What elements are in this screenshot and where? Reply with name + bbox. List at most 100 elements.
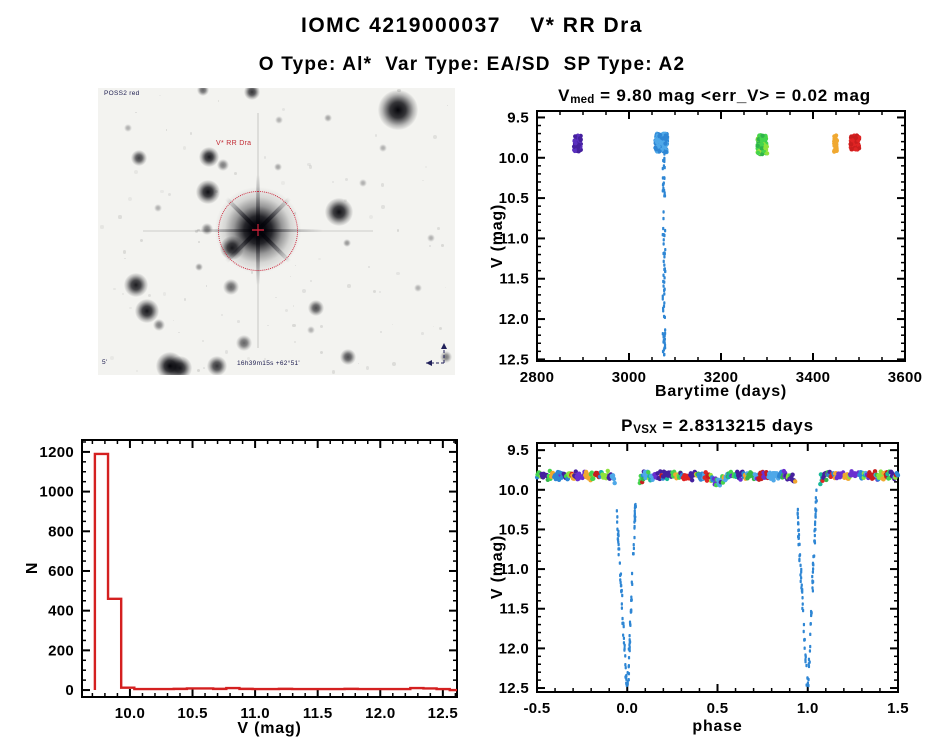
svg-text:11.0: 11.0 — [499, 561, 529, 578]
field-star — [308, 300, 324, 316]
svg-text:11.0: 11.0 — [499, 230, 529, 247]
field-star — [307, 326, 315, 334]
lightcurve-title: Vmed = 9.80 mag <err_V> = 0.02 mag — [510, 86, 919, 106]
sky-noise-speck — [285, 309, 288, 312]
field-star — [236, 335, 252, 351]
sky-noise-speck — [294, 265, 296, 267]
sky-noise-speck — [234, 172, 238, 175]
sky-noise-speck — [392, 362, 396, 367]
lightcurve-xlabel: Barytime (days) — [654, 383, 788, 400]
page-title: IOMC 4219000037 V* RR Dra — [301, 14, 643, 37]
lightcurve-chart: Vmed = 9.80 mag <err_V> = 0.02 mag 2800 3… — [480, 86, 944, 414]
field-star — [343, 239, 351, 247]
sky-noise-speck — [308, 165, 313, 169]
svg-text:12.0: 12.0 — [499, 311, 529, 328]
svg-text:1.5: 1.5 — [887, 700, 909, 717]
sky-noise-speck — [263, 156, 267, 159]
sky-noise-speck — [113, 287, 116, 291]
field-star — [195, 263, 203, 271]
phase-plot-svg: -0.5 0.0 0.5 1.0 1.5 9.5 10.0 10.5 11.0 11.5 12.0 1… — [499, 442, 909, 717]
magnitude-histogram-chart: 10.0 10.5 11.0 11.5 12.0 12.5 0 200 400 600 800 100… — [20, 420, 472, 747]
sky-noise-speck — [396, 271, 400, 276]
field-star — [359, 179, 367, 187]
svg-text:12.5: 12.5 — [499, 680, 529, 697]
sky-noise-speck — [100, 225, 104, 229]
sky-noise-speck — [366, 366, 370, 370]
field-star — [199, 147, 219, 167]
sky-noise-speck — [281, 181, 285, 185]
field-star — [324, 114, 332, 122]
sky-noise-speck — [134, 169, 138, 174]
sky-noise-speck — [182, 146, 187, 150]
svg-text:12.0: 12.0 — [499, 640, 529, 657]
sky-noise-speck — [319, 324, 323, 328]
sky-noise-speck — [378, 290, 382, 293]
sky-noise-speck — [428, 244, 431, 248]
field-star — [124, 273, 148, 297]
svg-text:0.5: 0.5 — [707, 700, 729, 717]
finder-coords-label: 16h39m15s +62°51' — [237, 360, 300, 367]
sky-noise-speck — [135, 111, 137, 114]
sky-noise-speck — [424, 165, 427, 168]
svg-text:3000: 3000 — [612, 369, 647, 386]
field-star — [427, 234, 435, 242]
title-subscript: VSX — [633, 424, 658, 437]
finder-target-label: V* RR Dra — [216, 140, 252, 147]
title-subscript: med — [570, 94, 595, 107]
svg-text:12.0: 12.0 — [365, 705, 395, 722]
title-value: = 9.80 mag <err_V> = 0.02 mag — [594, 86, 871, 105]
field-star — [154, 204, 162, 212]
svg-text:9.5: 9.5 — [507, 442, 529, 459]
svg-text:11.0: 11.0 — [240, 705, 270, 722]
sky-noise-speck — [122, 250, 126, 254]
phase-folded-chart: PVSX = 2.8313215 days -0.5 0.0 0.5 1.0 1.5 9.… — [480, 410, 944, 747]
sky-noise-speck — [332, 181, 335, 184]
page-subtitle: O Type: Al* Var Type: EA/SD SP Type: A2 — [258, 54, 686, 75]
field-star — [196, 180, 220, 204]
title-value: = 2.8313215 days — [657, 416, 814, 435]
sky-noise-speck — [167, 192, 172, 197]
sky-noise-speck — [159, 94, 161, 97]
sky-noise-speck — [198, 241, 200, 244]
sky-noise-speck — [381, 205, 385, 209]
sky-noise-speck — [160, 189, 164, 194]
phase-title: PVSX = 2.8313215 days — [537, 416, 898, 436]
sky-noise-speck — [178, 331, 180, 334]
sky-noise-speck — [391, 323, 393, 326]
field-star — [440, 351, 452, 363]
sky-noise-speck — [292, 323, 296, 327]
field-star — [131, 150, 147, 166]
sky-noise-speck — [165, 128, 168, 131]
histogram-ylabel: N — [24, 561, 41, 575]
finder-chart-image: POSS2 red V* RR Dra 16h39m15s +62°51' 5' — [98, 88, 455, 375]
svg-text:800: 800 — [48, 523, 74, 540]
sky-noise-speck — [183, 298, 187, 301]
sky-noise-speck — [437, 227, 440, 231]
sky-noise-speck — [135, 369, 138, 372]
sky-noise-speck — [433, 135, 438, 140]
field-star — [168, 356, 192, 375]
sky-noise-speck — [307, 162, 311, 167]
field-star — [201, 223, 213, 235]
sky-noise-speck — [374, 134, 378, 137]
phase-ylabel: V (mag) — [489, 534, 506, 600]
svg-text:1000: 1000 — [39, 484, 74, 501]
svg-text:1200: 1200 — [39, 444, 74, 461]
sky-noise-speck — [275, 296, 277, 299]
field-star — [274, 163, 282, 171]
sky-noise-speck — [147, 293, 152, 298]
histogram-xlabel: V (mag) — [237, 720, 302, 737]
sky-noise-speck — [293, 341, 297, 344]
svg-text:2800: 2800 — [520, 369, 555, 386]
svg-text:9.5: 9.5 — [507, 109, 529, 126]
sky-noise-speck — [368, 215, 373, 220]
sky-noise-speck — [196, 228, 200, 232]
field-star — [340, 349, 356, 365]
sky-noise-speck — [331, 370, 336, 374]
sky-noise-speck — [118, 215, 122, 219]
svg-text:10.5: 10.5 — [499, 521, 529, 538]
sky-noise-speck — [347, 284, 351, 288]
sky-noise-speck — [264, 357, 267, 360]
svg-text:3600: 3600 — [888, 369, 923, 386]
sky-noise-speck — [292, 305, 294, 307]
